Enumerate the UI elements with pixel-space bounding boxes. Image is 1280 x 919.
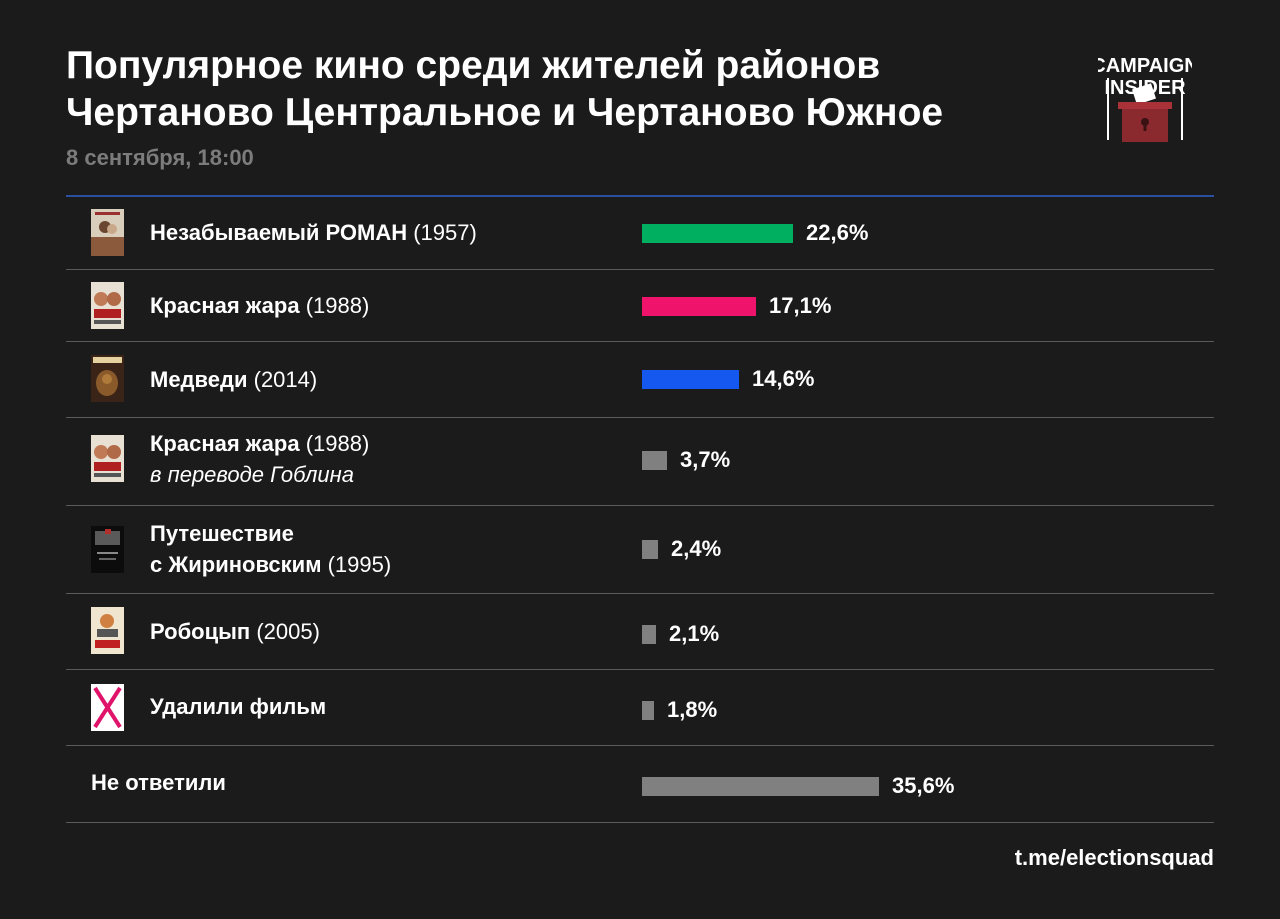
- movie-year: (1988): [305, 431, 370, 456]
- data-label: 1,8%: [667, 697, 718, 722]
- deleted-x-icon: [91, 684, 124, 731]
- data-label: 35,6%: [892, 773, 955, 798]
- table-row: Путешествие с Жириновским (1995) 2,4%: [66, 506, 1214, 594]
- movie-title: Путешествие: [150, 521, 294, 546]
- bears-poster-icon: [91, 355, 124, 402]
- bar: [642, 451, 667, 470]
- red-heat-poster-icon: [91, 435, 124, 482]
- chart-title: Популярное кино среди жителей районов Че…: [66, 42, 966, 136]
- table-row: Незабываемый РОМАН (1957) 22,6%: [66, 197, 1214, 270]
- data-label: 14,6%: [752, 366, 815, 391]
- movie-title-line2: с Жириновским: [150, 552, 322, 577]
- red-heat-poster-icon: [91, 282, 124, 329]
- row-label: Путешествие с Жириновским (1995): [150, 518, 391, 580]
- data-label: 2,4%: [671, 536, 722, 561]
- bar: [642, 370, 739, 389]
- romance-poster-icon: [91, 209, 124, 256]
- bar: [642, 625, 656, 644]
- campaign-insider-logo: CAMPAIGN INSIDER: [1098, 55, 1192, 142]
- movie-title: Медведи: [150, 367, 248, 392]
- bar: [642, 701, 654, 720]
- data-label: 22,6%: [806, 220, 869, 245]
- bar: [642, 540, 658, 559]
- journey-poster-icon: [91, 526, 124, 573]
- movie-year: (2005): [256, 619, 320, 644]
- movie-title: Красная жара: [150, 431, 300, 456]
- movie-note: в переводе Гоблина: [150, 462, 354, 487]
- table-row: Робоцып (2005) 2,1%: [66, 594, 1214, 670]
- chart-subtitle: 8 сентября, 18:00: [66, 145, 254, 170]
- table-row: Медведи (2014) 14,6%: [66, 342, 1214, 418]
- row-label: Незабываемый РОМАН (1957): [150, 217, 477, 248]
- table-row: Красная жара (1988) 17,1%: [66, 270, 1214, 342]
- header-divider: [66, 195, 1214, 197]
- table-row: Красная жара (1988) в переводе Гоблина 3…: [66, 418, 1214, 506]
- data-label: 17,1%: [769, 293, 832, 318]
- row-label: Красная жара (1988): [150, 290, 369, 321]
- movie-title: Удалили фильм: [150, 694, 327, 719]
- row-label: Красная жара (1988) в переводе Гоблина: [150, 428, 369, 490]
- title-line-1: Популярное кино среди жителей районов: [66, 44, 881, 87]
- row-label: Не ответили: [91, 770, 226, 795]
- movie-year: (1995): [327, 552, 392, 577]
- movie-title: Красная жара: [150, 293, 300, 318]
- logo-text-line1: CAMPAIGN: [1098, 55, 1192, 77]
- bar: [642, 297, 756, 316]
- data-label: 3,7%: [680, 447, 731, 472]
- table-row: Удалили фильм 1,8%: [66, 670, 1214, 746]
- movie-title: Незабываемый РОМАН: [150, 220, 408, 245]
- data-label: 2,1%: [669, 621, 720, 646]
- title-line-2: Чертаново Центральное и Чертаново Южное: [66, 91, 944, 134]
- bar: [642, 777, 879, 796]
- movie-year: (1957): [413, 220, 477, 245]
- footer-link[interactable]: t.me/electionsquad: [1014, 845, 1214, 870]
- bar: [642, 224, 793, 243]
- robot-chicken-poster-icon: [91, 607, 124, 654]
- movie-title: Робоцып: [150, 619, 251, 644]
- row-label: Робоцып (2005): [150, 616, 320, 647]
- row-label: Удалили фильм: [150, 691, 326, 722]
- movie-year: (2014): [253, 367, 318, 392]
- row-label: Медведи (2014): [150, 364, 317, 395]
- table-row: Не ответили 35,6%: [66, 746, 1214, 823]
- movie-year: (1988): [305, 293, 370, 318]
